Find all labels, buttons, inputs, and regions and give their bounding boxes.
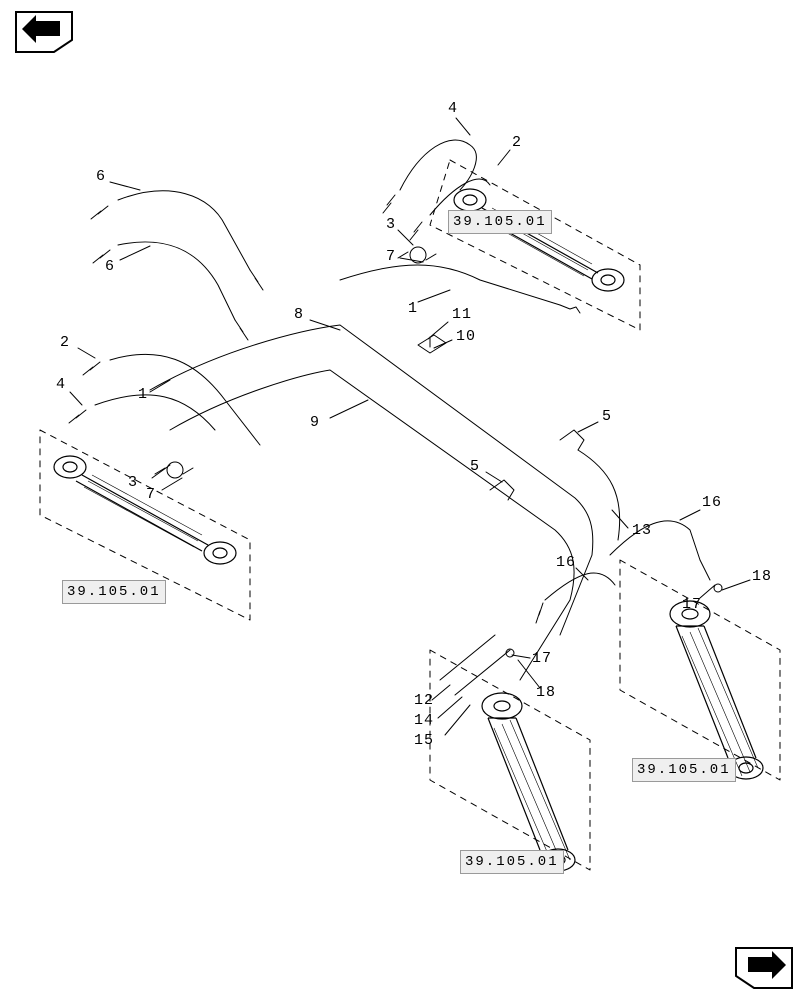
callout-5-mid: 5 (470, 458, 480, 475)
callout-16-mid: 16 (556, 554, 576, 571)
cylinder-left (48, 445, 258, 585)
callout-8: 8 (294, 306, 304, 323)
callout-6-a: 6 (96, 168, 106, 185)
callout-1-left: 1 (138, 386, 148, 403)
callout-18-mid: 18 (536, 684, 556, 701)
callout-4-left: 4 (56, 376, 66, 393)
refbox-top-right: 39.105.01 (448, 210, 552, 234)
callout-10: 10 (456, 328, 476, 345)
callout-17-mid: 17 (532, 650, 552, 667)
callout-13: 13 (632, 522, 652, 539)
callout-2-left: 2 (60, 334, 70, 351)
callout-14: 14 (414, 712, 434, 729)
callout-16-right: 16 (702, 494, 722, 511)
callout-18-right: 18 (752, 568, 772, 585)
refbox-bottom-center: 39.105.01 (460, 850, 564, 874)
callout-5-right: 5 (602, 408, 612, 425)
refbox-bottom-right: 39.105.01 (632, 758, 736, 782)
callout-2-top: 2 (512, 134, 522, 151)
callout-17-right: 17 (682, 596, 702, 613)
callout-3-top: 3 (386, 216, 396, 233)
callout-7-left: 7 (146, 486, 156, 503)
callout-7-top: 7 (386, 248, 396, 265)
page: 4 2 3 7 1 6 6 2 4 1 7 3 8 9 11 10 5 5 13… (0, 0, 808, 1000)
callout-15: 15 (414, 732, 434, 749)
cylinder-top-right (448, 178, 648, 308)
callout-12: 12 (414, 692, 434, 709)
callout-6-b: 6 (105, 258, 115, 275)
callout-9: 9 (310, 414, 320, 431)
callout-3-left: 3 (128, 474, 138, 491)
callout-1-top: 1 (408, 300, 418, 317)
callout-11: 11 (452, 306, 472, 323)
callout-4-top: 4 (448, 100, 458, 117)
refbox-left: 39.105.01 (62, 580, 166, 604)
